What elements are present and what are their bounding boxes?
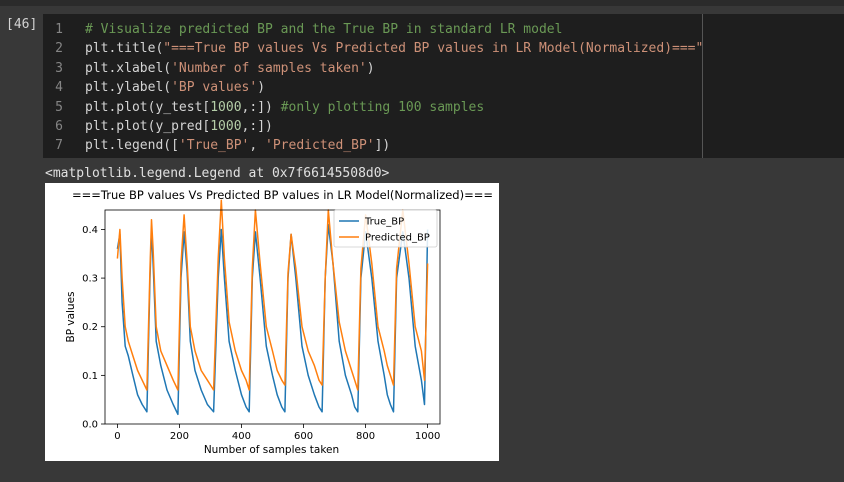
code-text[interactable]: plt.xlabel('Number of samples taken') (85, 59, 375, 78)
y-tick-label: 0.3 (82, 274, 98, 285)
line-number: 6 (55, 119, 63, 134)
line-number: 1 (55, 22, 63, 37)
output-repr-text: <matplotlib.legend.Legend at 0x7f6614550… (45, 166, 390, 181)
line-number: 5 (55, 99, 63, 115)
x-axis-label: Number of samples taken (204, 444, 339, 456)
code-token: plt.plot(y_pred[ (85, 119, 211, 134)
x-tick-label: 800 (356, 431, 375, 442)
execution-count: [46] (6, 17, 38, 32)
x-tick-label: 0 (114, 431, 120, 442)
legend-label: Predicted_BP (365, 233, 430, 244)
code-token: 'Predicted_BP' (265, 138, 375, 154)
y-tick-label: 0.1 (82, 371, 98, 382)
code-token: plt.xlabel( (85, 60, 172, 76)
code-token: plt.ylabel( (85, 80, 172, 96)
chart-title: ===True BP values Vs Predicted BP values… (72, 188, 493, 202)
series-line-predicted-bp (116, 199, 429, 391)
code-editor[interactable]: 1 # Visualize predicted BP and the True B… (43, 14, 711, 158)
code-text[interactable]: plt.ylabel('BP values') (85, 78, 265, 97)
code-token: 1000 (210, 99, 242, 115)
code-text[interactable]: plt.legend(['True_BP', 'Predicted_BP']) (85, 136, 390, 155)
x-tick-label: 400 (232, 431, 251, 442)
code-text[interactable]: plt.title("===True BP values Vs Predicte… (85, 39, 711, 58)
code-token: , (249, 138, 266, 154)
code-token: ) (257, 80, 266, 96)
legend-label: True_BP (364, 217, 404, 228)
cell-output: <matplotlib.legend.Legend at 0x7f6614550… (0, 158, 844, 482)
code-token: ]) (374, 138, 391, 154)
code-token: 'True_BP' (178, 138, 250, 154)
code-text[interactable]: # Visualize predicted BP and the True BP… (85, 20, 562, 39)
code-text[interactable]: plt.plot(y_pred[1000,:]) (85, 117, 273, 136)
editor-right-margin (702, 14, 844, 158)
code-token: "===True BP values Vs Predicted BP value… (163, 41, 704, 57)
code-token: 'Number of samples taken' (171, 60, 367, 76)
x-tick-label: 600 (294, 431, 313, 442)
line-number: 7 (55, 138, 63, 154)
code-token: #only plotting 100 samples (280, 99, 485, 115)
code-token: plt.title( (85, 41, 164, 57)
code-cell[interactable]: [46] 1 # Visualize predicted BP and the T… (0, 6, 844, 158)
x-tick-label: 1000 (415, 431, 440, 442)
code-text[interactable]: plt.plot(y_test[1000,:]) #only plotting … (85, 98, 484, 117)
notebook-top-bar (0, 0, 844, 6)
y-tick-label: 0.2 (82, 322, 98, 333)
y-tick-label: 0.4 (82, 225, 98, 236)
line-chart: ===True BP values Vs Predicted BP values… (65, 188, 493, 456)
line-number: 4 (55, 80, 63, 96)
code-token: 'BP values' (171, 80, 258, 96)
code-token: plt.legend([ (85, 138, 179, 154)
code-token: ,:]) (241, 119, 273, 134)
code-token: 1000 (210, 119, 242, 134)
x-tick-label: 200 (170, 431, 189, 442)
plot-image: ===True BP values Vs Predicted BP values… (45, 183, 499, 461)
y-tick-label: 0.0 (82, 420, 98, 431)
code-token: plt.plot(y_test[ (85, 99, 211, 115)
code-token: # Visualize predicted BP and the True BP… (85, 22, 563, 37)
y-axis-label: BP values (65, 291, 77, 342)
line-number: 3 (55, 60, 63, 76)
plot-frame (104, 209, 441, 425)
legend-box (333, 209, 438, 248)
code-token: ) (366, 60, 375, 76)
line-number: 2 (55, 41, 63, 57)
code-token: ,:]) (241, 99, 281, 115)
series-line-true-bp (116, 223, 429, 416)
